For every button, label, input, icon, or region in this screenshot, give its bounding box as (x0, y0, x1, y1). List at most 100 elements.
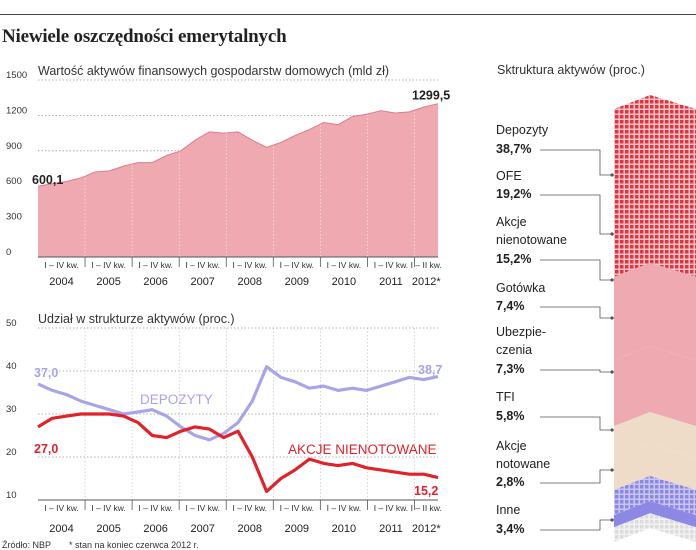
footnote-text: * stan na koniec czerwca 2012 r. (69, 540, 199, 550)
value-label: 7,3% (496, 362, 525, 376)
page-title: Niewiele oszczędności emerytalnych (2, 26, 287, 47)
leader-line (540, 416, 614, 431)
year-label: 2011 (379, 523, 403, 535)
assets-area (38, 103, 438, 257)
year-label: 2005 (96, 523, 120, 535)
y-tick-label: 30 (6, 404, 17, 415)
y-tick-label: 900 (6, 141, 22, 152)
quarter-label: I – IV kw. (138, 503, 173, 513)
year-label: 2012* (412, 276, 441, 288)
y-tick-label: 40 (6, 361, 17, 372)
quarter-label: I – IV kw. (91, 260, 126, 270)
year-label: 2004 (49, 276, 73, 288)
value-label: 5,8% (496, 409, 525, 423)
value-label: 19,2% (496, 187, 531, 201)
series-line (37, 365, 439, 442)
year-label: 2004 (49, 523, 73, 535)
assets-value-chart: Wartość aktywów finansowych gospodarstw … (6, 64, 450, 288)
quarter-label: I – IV kw. (374, 260, 409, 270)
quarter-label: I – IV kw. (44, 260, 79, 270)
year-label: 2008 (238, 276, 262, 288)
source-note: Źródło: NBP * stan na koniec czerwca 2012… (2, 540, 217, 550)
year-label: 2012* (412, 523, 441, 535)
series-name-label: DEPOZYTY (140, 392, 213, 407)
leader-line (540, 469, 614, 484)
series-start-label: 37,0 (34, 366, 58, 380)
structure-segment (614, 95, 696, 277)
y-tick-label: 1500 (6, 70, 27, 81)
quarter-label: I – IV kw. (374, 503, 409, 513)
leader-line (540, 369, 614, 373)
category-label: Akcje (496, 439, 527, 453)
leader-dot (610, 316, 614, 320)
quarter-label: I – II kw. (411, 260, 442, 270)
leader-line (540, 306, 614, 319)
value-label: 15,2% (496, 252, 531, 266)
quarter-label: I – IV kw. (327, 503, 362, 513)
leader-dot (610, 370, 614, 374)
y-tick-label: 0 (6, 247, 11, 258)
series-end-label: 38,7 (418, 363, 442, 377)
quarter-label: I – IV kw. (185, 260, 220, 270)
leader-line (540, 519, 614, 531)
value-label: 38,7% (496, 142, 531, 156)
quarter-label: I – IV kw. (44, 503, 79, 513)
top-rule (0, 14, 696, 15)
quarter-label: I – IV kw. (233, 260, 268, 270)
structure-segment (614, 412, 696, 459)
last-value-label: 1299,5 (412, 89, 450, 103)
year-label: 2009 (285, 276, 309, 288)
year-label: 2011 (379, 276, 403, 288)
category-label: Depozyty (496, 123, 549, 137)
quarter-label: I – IV kw. (185, 503, 220, 513)
value-label: 2,8% (496, 475, 525, 489)
quarter-label: I – IV kw. (138, 260, 173, 270)
structure-segment (614, 262, 696, 361)
category-label: Gotówka (496, 281, 545, 295)
value-label: 7,4% (496, 299, 525, 313)
category-label: nienotowane (496, 233, 567, 247)
series-start-label: 27,0 (34, 442, 58, 456)
category-label: TFI (496, 390, 515, 404)
leader-dot (610, 518, 614, 522)
quarter-label: I – IV kw. (327, 260, 362, 270)
structure-chart: Depozyty 38,7% OFE 19,2% Akcje nienotowane 15,… (496, 95, 696, 542)
leader-line (540, 149, 614, 176)
value-label: 3,4% (496, 522, 525, 536)
y-tick-label: 1200 (6, 105, 27, 116)
year-label: 2005 (96, 276, 120, 288)
category-label: czenia (496, 343, 532, 357)
category-label: Inne (496, 503, 520, 517)
year-label: 2009 (285, 523, 309, 535)
y-tick-label: 300 (6, 212, 22, 223)
quarter-label: I – IV kw. (233, 503, 268, 513)
year-label: 2010 (332, 523, 356, 535)
assets-area-edge (37, 103, 439, 187)
category-label: Ubezpie- (496, 325, 546, 339)
leader-line (540, 259, 614, 281)
structure-segment (614, 475, 696, 516)
structure-segment (614, 444, 696, 490)
leader-dot (610, 173, 614, 177)
year-label: 2010 (332, 276, 356, 288)
category-label: OFE (496, 169, 522, 183)
year-label: 2007 (190, 523, 214, 535)
quarter-label: I – IV kw. (280, 260, 315, 270)
first-value-label: 600,1 (32, 173, 63, 187)
area-chart-title: Wartość aktywów finansowych gospodarstw … (38, 64, 389, 78)
y-tick-label: 10 (6, 490, 17, 501)
series-line (37, 412, 439, 493)
y-tick-label: 20 (6, 447, 17, 458)
y-tick-label: 600 (6, 176, 22, 187)
line-chart-title: Udział w strukturze aktywów (proc.) (38, 312, 235, 326)
year-label: 2007 (190, 276, 214, 288)
category-label: notowane (496, 457, 550, 471)
leader-dot (610, 232, 614, 236)
quarter-label: I – IV kw. (91, 503, 126, 513)
leader-dot (610, 428, 614, 432)
source-text: Źródło: NBP (2, 540, 52, 550)
year-label: 2008 (238, 523, 262, 535)
year-label: 2006 (143, 276, 167, 288)
y-tick-label: 50 (6, 318, 17, 329)
